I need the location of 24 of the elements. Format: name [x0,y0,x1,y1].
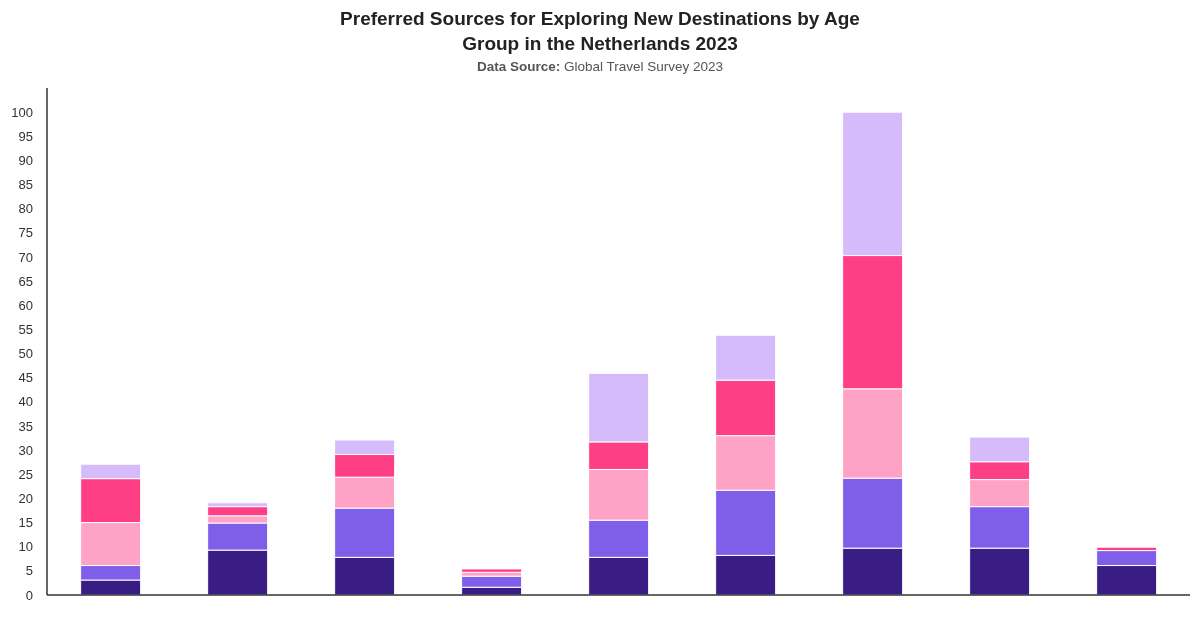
y-tick-label: 60 [18,297,33,313]
bar [461,568,523,573]
y-tick-label: 35 [18,418,33,434]
y-tick-label: 45 [18,370,33,386]
y-tick-label: 10 [18,539,33,555]
y-tick-label: 50 [18,346,33,362]
y-tick-label: 40 [18,394,33,410]
y-tick-label: 20 [18,491,33,507]
y-tick-label: 15 [18,515,33,531]
y-tick-label: 0 [25,587,33,603]
y-tick-label: 90 [18,153,33,169]
y-tick-label: 100 [11,104,33,120]
y-tick-label: 70 [18,249,33,265]
y-tick-label: 85 [18,177,33,193]
y-tick-label: 95 [18,128,33,144]
chart-subtitle: Data Source: Global Travel Survey 2023 [476,59,724,74]
chart-title: Preferred Sources for Exploring New Destinations by Age Group in the Netherlands 2023 [339,7,861,56]
y-tick-label: 55 [18,322,33,338]
y-tick-label: 75 [18,225,33,241]
y-tick-label: 30 [18,442,33,458]
y-tick-label: 25 [18,466,33,482]
y-tick-label: 65 [18,273,33,289]
y-tick-label: 80 [18,201,33,217]
y-tick-label: 5 [25,563,33,579]
